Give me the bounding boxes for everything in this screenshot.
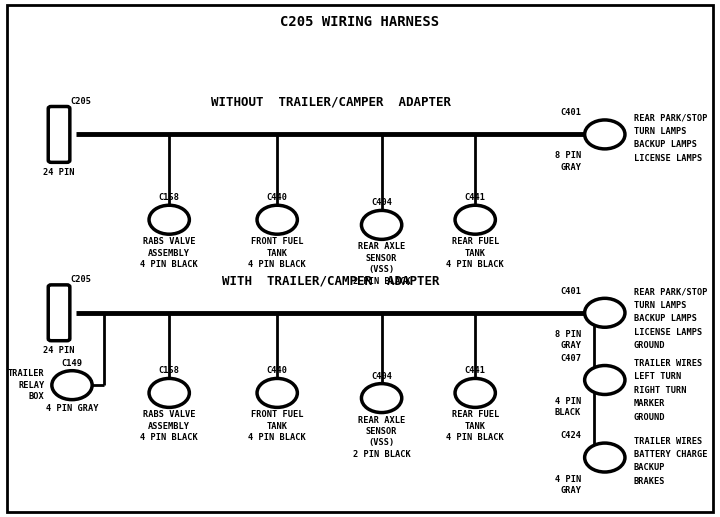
Text: RABS VALVE: RABS VALVE [143, 237, 195, 246]
Text: 4 PIN: 4 PIN [555, 397, 581, 406]
Circle shape [257, 205, 297, 234]
Text: 4 PIN BLACK: 4 PIN BLACK [248, 433, 306, 442]
Text: TRAILER WIRES: TRAILER WIRES [634, 359, 702, 368]
Text: TURN LAMPS: TURN LAMPS [634, 301, 686, 310]
Text: WITHOUT  TRAILER/CAMPER  ADAPTER: WITHOUT TRAILER/CAMPER ADAPTER [211, 96, 451, 109]
Text: 4 PIN GRAY: 4 PIN GRAY [46, 404, 98, 413]
Text: C205: C205 [71, 97, 91, 106]
Text: REAR AXLE: REAR AXLE [358, 416, 405, 424]
Text: GROUND: GROUND [634, 413, 665, 422]
Text: (VSS): (VSS) [369, 265, 395, 274]
FancyBboxPatch shape [48, 285, 70, 341]
Text: LEFT TURN: LEFT TURN [634, 372, 681, 382]
Text: C407: C407 [560, 354, 581, 363]
Text: 2 PIN BLACK: 2 PIN BLACK [353, 450, 410, 459]
Circle shape [149, 205, 189, 234]
Text: BRAKES: BRAKES [634, 477, 665, 486]
Text: 4 PIN BLACK: 4 PIN BLACK [140, 433, 198, 442]
Text: TANK: TANK [266, 249, 288, 257]
Text: REAR FUEL: REAR FUEL [451, 237, 499, 246]
Text: C404: C404 [371, 372, 392, 381]
Text: MARKER: MARKER [634, 399, 665, 408]
Text: SENSOR: SENSOR [366, 254, 397, 263]
Text: REAR AXLE: REAR AXLE [358, 242, 405, 251]
Text: BACKUP LAMPS: BACKUP LAMPS [634, 314, 697, 324]
Circle shape [455, 205, 495, 234]
Text: 4 PIN BLACK: 4 PIN BLACK [140, 260, 198, 269]
Text: RIGHT TURN: RIGHT TURN [634, 386, 686, 395]
Text: C401: C401 [560, 109, 581, 117]
Text: BATTERY CHARGE: BATTERY CHARGE [634, 450, 707, 459]
Text: TRAILER: TRAILER [8, 369, 45, 378]
Text: 24 PIN: 24 PIN [43, 346, 75, 355]
Text: C401: C401 [560, 287, 581, 296]
Text: BOX: BOX [29, 392, 45, 401]
Text: C149: C149 [61, 359, 83, 368]
Text: TANK: TANK [464, 249, 486, 257]
Text: 8 PIN: 8 PIN [555, 151, 581, 160]
Circle shape [585, 298, 625, 327]
Text: RELAY: RELAY [19, 381, 45, 390]
Text: GRAY: GRAY [560, 341, 581, 350]
Text: C424: C424 [560, 432, 581, 440]
Text: ASSEMBLY: ASSEMBLY [148, 422, 190, 431]
Circle shape [361, 384, 402, 413]
Text: TANK: TANK [464, 422, 486, 431]
Circle shape [585, 366, 625, 394]
Text: GROUND: GROUND [634, 341, 665, 351]
Text: C440: C440 [266, 193, 288, 202]
Text: C441: C441 [464, 367, 486, 375]
Text: BACKUP: BACKUP [634, 463, 665, 473]
Text: FRONT FUEL: FRONT FUEL [251, 410, 303, 419]
Text: C158: C158 [158, 193, 180, 202]
Text: C205 WIRING HARNESS: C205 WIRING HARNESS [280, 14, 440, 29]
Text: LICENSE LAMPS: LICENSE LAMPS [634, 154, 702, 163]
Text: C205: C205 [71, 276, 91, 284]
Text: 4 PIN BLACK: 4 PIN BLACK [446, 433, 504, 442]
Text: TRAILER WIRES: TRAILER WIRES [634, 436, 702, 446]
Text: REAR PARK/STOP: REAR PARK/STOP [634, 113, 707, 123]
Text: TURN LAMPS: TURN LAMPS [634, 127, 686, 136]
Text: GRAY: GRAY [560, 486, 581, 495]
Text: C404: C404 [371, 199, 392, 207]
Text: RABS VALVE: RABS VALVE [143, 410, 195, 419]
Text: BLACK: BLACK [555, 408, 581, 417]
Text: 4 PIN: 4 PIN [555, 475, 581, 483]
Text: REAR PARK/STOP: REAR PARK/STOP [634, 287, 707, 297]
Text: C441: C441 [464, 193, 486, 202]
Text: FRONT FUEL: FRONT FUEL [251, 237, 303, 246]
Text: 4 PIN BLACK: 4 PIN BLACK [248, 260, 306, 269]
Circle shape [361, 210, 402, 239]
Circle shape [585, 120, 625, 149]
Text: 4 PIN BLACK: 4 PIN BLACK [446, 260, 504, 269]
Circle shape [257, 378, 297, 407]
Text: C158: C158 [158, 367, 180, 375]
Circle shape [585, 443, 625, 472]
Text: LICENSE LAMPS: LICENSE LAMPS [634, 328, 702, 337]
Text: SENSOR: SENSOR [366, 427, 397, 436]
Text: (VSS): (VSS) [369, 438, 395, 447]
Text: TANK: TANK [266, 422, 288, 431]
FancyBboxPatch shape [48, 107, 70, 162]
Text: GRAY: GRAY [560, 163, 581, 172]
Text: WITH  TRAILER/CAMPER  ADAPTER: WITH TRAILER/CAMPER ADAPTER [222, 274, 440, 287]
Text: 24 PIN: 24 PIN [43, 168, 75, 177]
Circle shape [455, 378, 495, 407]
Text: 2 PIN BLACK: 2 PIN BLACK [353, 277, 410, 285]
Text: ASSEMBLY: ASSEMBLY [148, 249, 190, 257]
Circle shape [149, 378, 189, 407]
Text: 8 PIN: 8 PIN [555, 330, 581, 339]
Text: C440: C440 [266, 367, 288, 375]
Circle shape [52, 371, 92, 400]
Text: BACKUP LAMPS: BACKUP LAMPS [634, 140, 697, 149]
Text: REAR FUEL: REAR FUEL [451, 410, 499, 419]
